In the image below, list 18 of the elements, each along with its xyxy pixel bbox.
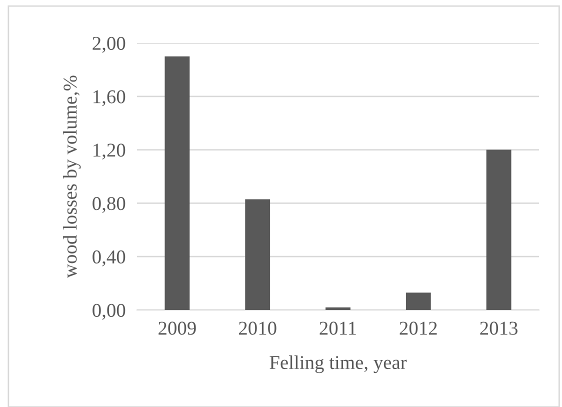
bar [164, 56, 190, 310]
x-axis-title: Felling time, year [270, 355, 407, 374]
y-tick-label: 2,00 [92, 36, 126, 53]
bar [486, 150, 512, 310]
x-tick-label: 2013 [480, 322, 518, 335]
y-tick-label: 1,60 [94, 90, 126, 106]
y-tick-label: 0,80 [92, 197, 126, 213]
bar [406, 292, 431, 310]
y-axis-title: wood losses by volume,% [63, 76, 81, 278]
x-tick-label: 2010 [239, 322, 276, 335]
y-tick-label: 1,20 [94, 144, 126, 160]
y-tick-label: 0,40 [92, 250, 126, 266]
x-tick-label: 2012 [400, 322, 437, 335]
bar [326, 307, 350, 310]
y-tick-label: 0,00 [92, 304, 126, 320]
bar [245, 199, 270, 310]
x-tick-label: 2009 [158, 322, 196, 335]
x-tick-label: 2011 [320, 322, 356, 335]
